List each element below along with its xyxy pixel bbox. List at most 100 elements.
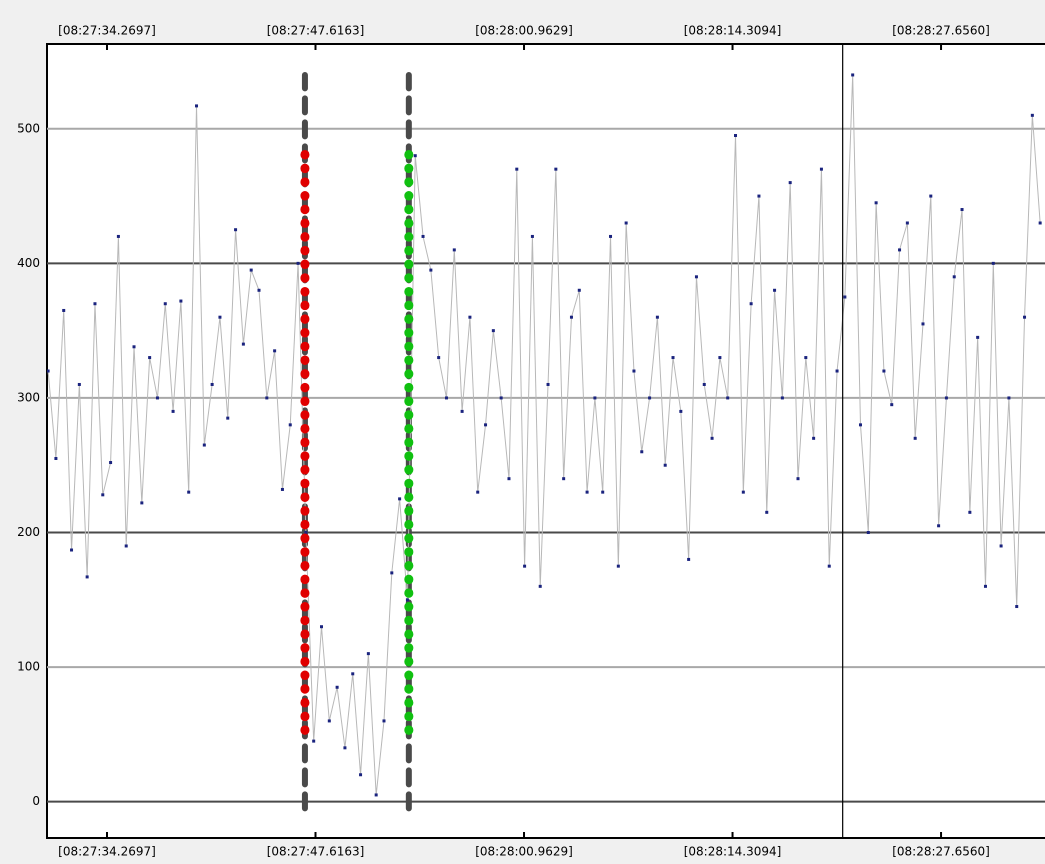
data-point	[812, 436, 816, 440]
x-tick-label-bottom: [08:28:14.3094]	[684, 845, 782, 859]
data-point	[741, 490, 745, 494]
y-tick-label: 300	[17, 390, 40, 404]
data-point	[93, 302, 97, 306]
data-point	[77, 382, 81, 386]
y-tick-label: 200	[17, 525, 40, 539]
data-point	[319, 625, 323, 629]
data-point	[944, 396, 948, 400]
data-point	[116, 234, 120, 238]
data-point	[280, 487, 284, 491]
data-point	[858, 423, 862, 427]
data-point	[585, 490, 589, 494]
data-point	[241, 342, 245, 346]
data-point	[452, 248, 456, 252]
data-point	[124, 544, 128, 548]
data-point	[929, 194, 933, 198]
data-point	[218, 315, 222, 319]
data-point	[421, 234, 425, 238]
data-point	[702, 382, 706, 386]
data-point	[351, 672, 355, 676]
data-point	[499, 396, 503, 400]
data-point	[155, 396, 159, 400]
data-point	[444, 396, 448, 400]
data-point	[202, 443, 206, 447]
data-point	[866, 531, 870, 535]
data-point	[62, 308, 66, 312]
data-point	[1015, 605, 1019, 609]
data-point	[921, 322, 925, 326]
data-point	[366, 652, 370, 656]
data-point	[273, 349, 277, 353]
data-point	[546, 382, 550, 386]
data-point	[671, 356, 675, 360]
data-point	[960, 208, 964, 212]
data-point	[304, 531, 308, 535]
data-point	[398, 497, 402, 501]
data-point	[515, 167, 519, 171]
axes: 0 100 200 300 400 500 [08:27:34.2697] [08:27:34…	[17, 24, 990, 859]
data-point	[249, 268, 253, 272]
data-point	[1030, 113, 1034, 117]
data-point	[187, 490, 191, 494]
data-point	[163, 302, 167, 306]
data-point	[788, 181, 792, 185]
data-point	[835, 369, 839, 373]
data-point	[265, 396, 269, 400]
data-point	[601, 490, 605, 494]
data-layer	[47, 44, 1042, 838]
data-point	[710, 436, 714, 440]
data-point	[952, 275, 956, 279]
data-point	[562, 477, 566, 481]
data-point	[913, 436, 917, 440]
y-tick-label: 100	[17, 660, 40, 674]
data-point	[663, 463, 667, 467]
data-point	[694, 275, 698, 279]
data-point	[757, 194, 761, 198]
data-point	[827, 564, 831, 568]
data-point	[70, 548, 74, 552]
data-point	[195, 104, 199, 108]
data-point	[874, 201, 878, 205]
data-point	[382, 719, 386, 723]
data-point	[569, 315, 573, 319]
data-point	[257, 288, 261, 292]
data-point	[1038, 221, 1042, 225]
x-tick-label-top: [08:27:47.6163]	[267, 24, 365, 38]
x-tick-label-top: [08:27:34.2697]	[58, 24, 156, 38]
data-point	[905, 221, 909, 225]
data-point	[523, 564, 527, 568]
data-point	[171, 409, 175, 413]
data-point	[749, 302, 753, 306]
data-point	[179, 299, 183, 303]
x-tick-label-top: [08:28:27.6560]	[892, 24, 990, 38]
data-point	[343, 746, 347, 750]
data-point	[718, 356, 722, 360]
data-point	[937, 524, 941, 528]
data-point	[140, 501, 144, 505]
data-point	[593, 396, 597, 400]
data-point	[655, 315, 659, 319]
data-point	[734, 134, 738, 138]
data-point	[54, 456, 58, 460]
data-point	[538, 584, 542, 588]
data-point	[679, 409, 683, 413]
data-point	[47, 369, 50, 373]
data-point	[726, 396, 730, 400]
data-point	[234, 228, 238, 232]
data-point	[210, 382, 214, 386]
data-point	[632, 369, 636, 373]
x-tick-label-bottom: [08:28:00.9629]	[475, 845, 573, 859]
data-point	[429, 268, 433, 272]
data-point	[554, 167, 558, 171]
data-point	[312, 739, 316, 743]
data-point	[624, 221, 628, 225]
data-point	[132, 345, 136, 349]
x-tick-label-top: [08:28:14.3094]	[684, 24, 782, 38]
data-point	[999, 544, 1003, 548]
data-point	[773, 288, 777, 292]
data-point	[976, 335, 980, 339]
data-point	[296, 261, 300, 265]
y-tick-label: 500	[17, 121, 40, 135]
data-point	[85, 575, 89, 579]
